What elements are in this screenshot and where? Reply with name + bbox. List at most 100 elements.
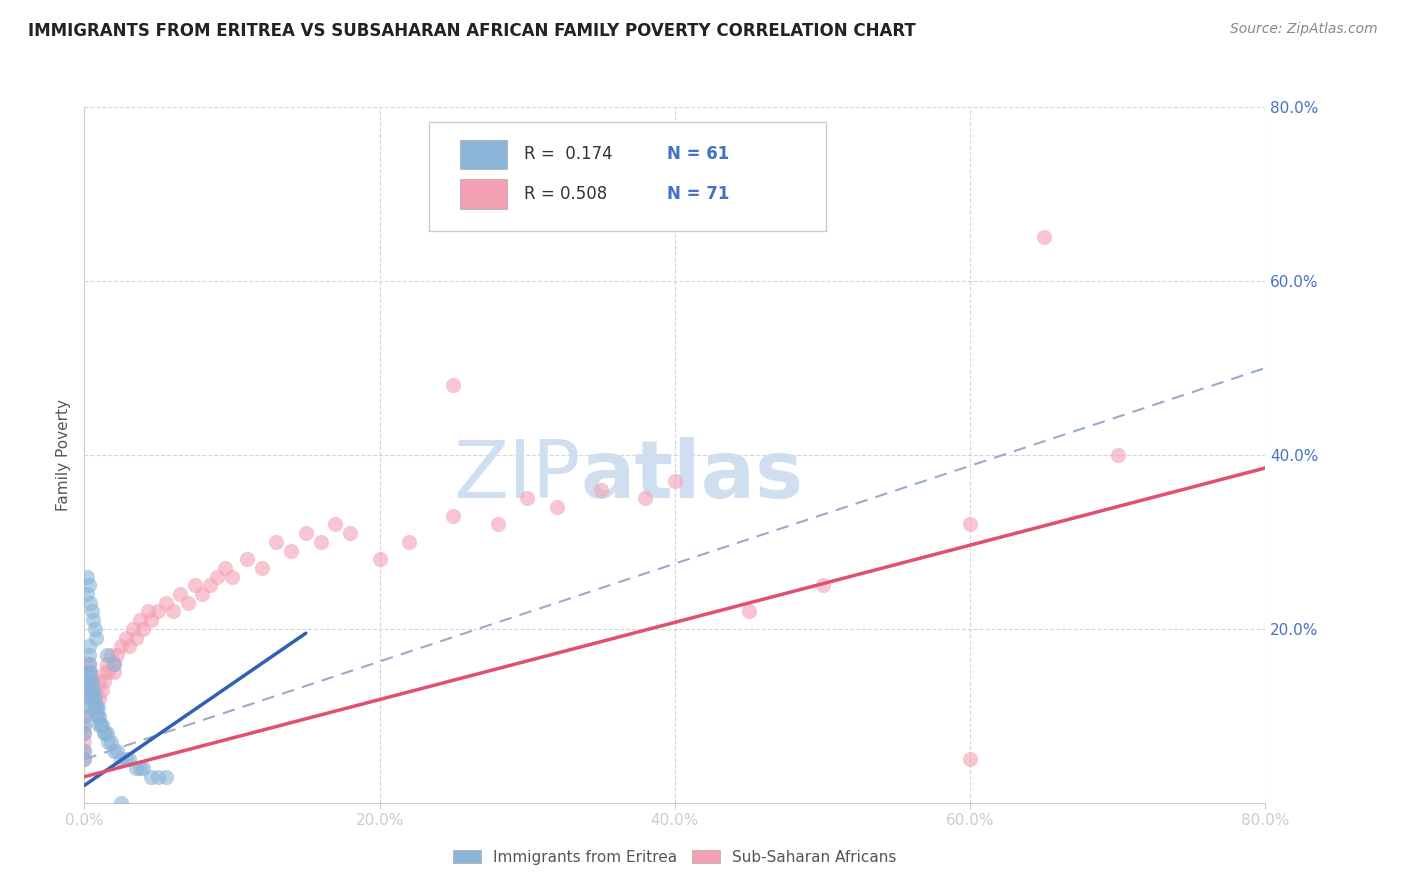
Point	[250, 561, 273, 575]
Point	[221, 570, 243, 584]
Point	[280, 543, 302, 558]
Point	[89, 691, 111, 706]
Point	[73, 674, 96, 689]
Text: N = 61: N = 61	[666, 145, 728, 163]
Point	[77, 639, 100, 653]
Point	[105, 648, 128, 662]
Point	[103, 657, 125, 671]
Point	[80, 691, 103, 706]
Point	[73, 700, 96, 714]
Point	[738, 605, 761, 619]
Point	[82, 691, 104, 706]
Point	[80, 682, 103, 697]
Point	[84, 682, 107, 697]
Point	[205, 570, 228, 584]
Point	[79, 665, 101, 680]
Text: IMMIGRANTS FROM ERITREA VS SUBSAHARAN AFRICAN FAMILY POVERTY CORRELATION CHART: IMMIGRANTS FROM ERITREA VS SUBSAHARAN AF…	[28, 22, 915, 40]
Point	[86, 708, 108, 723]
Point	[114, 752, 136, 766]
Point	[198, 578, 221, 592]
Point	[73, 708, 96, 723]
Point	[132, 622, 155, 636]
Point	[139, 613, 162, 627]
Point	[89, 674, 111, 689]
Point	[77, 648, 100, 662]
Text: Source: ZipAtlas.com: Source: ZipAtlas.com	[1230, 22, 1378, 37]
Point	[73, 726, 96, 740]
Point	[105, 744, 128, 758]
Point	[79, 682, 101, 697]
Point	[103, 744, 125, 758]
Point	[441, 378, 464, 392]
Point	[136, 605, 159, 619]
Point	[516, 491, 538, 506]
Text: N = 71: N = 71	[666, 185, 728, 203]
Point	[118, 752, 141, 766]
Point	[73, 752, 96, 766]
Point	[73, 735, 96, 749]
Point	[84, 700, 107, 714]
Point	[84, 700, 107, 714]
Point	[295, 526, 318, 541]
Point	[77, 657, 100, 671]
Point	[264, 534, 288, 549]
Point	[323, 517, 347, 532]
Point	[79, 674, 101, 689]
Point	[546, 500, 568, 514]
Point	[73, 665, 96, 680]
Text: atlas: atlas	[581, 437, 803, 515]
Point	[177, 596, 200, 610]
Point	[73, 717, 96, 731]
Point	[83, 691, 105, 706]
Point	[103, 665, 125, 680]
Point	[132, 761, 155, 775]
Point	[309, 534, 332, 549]
Point	[122, 622, 145, 636]
Point	[97, 665, 120, 680]
Point	[96, 648, 118, 662]
Point	[236, 552, 259, 566]
Point	[73, 744, 96, 758]
Point	[80, 674, 103, 689]
Point	[76, 587, 98, 601]
Point	[100, 648, 122, 662]
Point	[110, 796, 132, 810]
Point	[79, 596, 101, 610]
Point	[89, 708, 111, 723]
Point	[82, 613, 104, 627]
Point	[73, 708, 96, 723]
Point	[103, 657, 125, 671]
Text: ZIP: ZIP	[453, 437, 581, 515]
Point	[97, 735, 120, 749]
Point	[959, 517, 981, 532]
Point	[162, 605, 184, 619]
Point	[959, 752, 981, 766]
Point	[169, 587, 191, 601]
Point	[96, 657, 118, 671]
Point	[73, 744, 96, 758]
Point	[1107, 448, 1129, 462]
FancyBboxPatch shape	[460, 140, 508, 169]
Point	[80, 691, 103, 706]
Point	[155, 770, 177, 784]
Point	[184, 578, 207, 592]
Point	[83, 622, 105, 636]
Point	[86, 700, 108, 714]
Point	[114, 631, 136, 645]
Point	[811, 578, 834, 592]
Point	[214, 561, 236, 575]
Point	[77, 665, 100, 680]
Point	[96, 726, 118, 740]
Point	[486, 517, 509, 532]
Point	[77, 674, 100, 689]
Point	[73, 691, 96, 706]
Point	[155, 596, 177, 610]
Point	[1032, 230, 1054, 244]
Point	[634, 491, 657, 506]
Point	[125, 631, 148, 645]
Point	[339, 526, 361, 541]
Point	[91, 717, 114, 731]
Point	[84, 631, 107, 645]
Point	[73, 752, 96, 766]
Point	[148, 605, 170, 619]
